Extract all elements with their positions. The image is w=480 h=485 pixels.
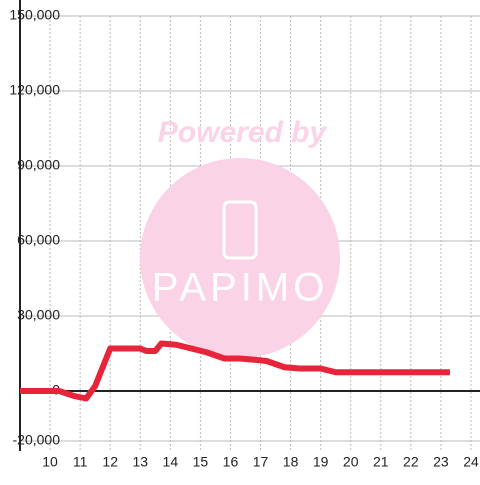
x-tick-label: 13: [132, 454, 148, 470]
x-tick-label: 19: [313, 454, 329, 470]
x-tick-label: 16: [223, 454, 239, 470]
y-tick-label: -20,000: [13, 432, 61, 448]
watermark-text: Powered by: [158, 116, 328, 149]
y-tick-label: 30,000: [17, 307, 60, 323]
x-tick-label: 18: [283, 454, 299, 470]
watermark-brand: PAPIMO: [152, 266, 329, 310]
y-tick-label: 120,000: [9, 82, 60, 98]
x-tick-label: 14: [163, 454, 179, 470]
x-tick-label: 23: [433, 454, 449, 470]
y-tick-label: 60,000: [17, 232, 60, 248]
x-tick-label: 12: [102, 454, 118, 470]
x-tick-label: 15: [193, 454, 209, 470]
y-tick-label: 90,000: [17, 157, 60, 173]
data-line: [20, 340, 450, 402]
watermark: Powered by PAPIMO: [140, 116, 340, 358]
x-tick-label: 22: [403, 454, 419, 470]
watermark-icon: [222, 200, 258, 260]
x-tick-label: 11: [73, 454, 88, 470]
x-tick-label: 20: [343, 454, 359, 470]
x-tick-label: 24: [463, 454, 479, 470]
x-tick-label: 17: [253, 454, 269, 470]
x-tick-label: 21: [373, 454, 389, 470]
y-tick-label: 150,000: [9, 7, 60, 23]
x-tick-label: 10: [42, 454, 58, 470]
